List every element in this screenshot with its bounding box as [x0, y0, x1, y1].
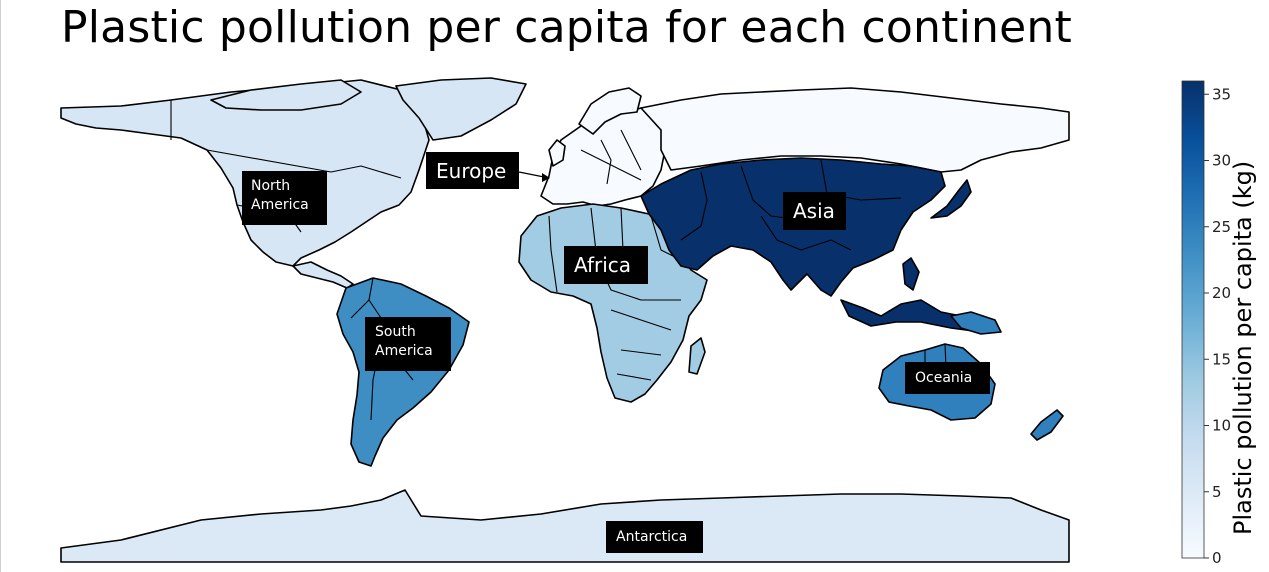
russia-shape[interactable] — [640, 87, 1070, 173]
colorbar-tick-label: 5 — [1212, 483, 1222, 501]
label-africa: Africa — [564, 246, 648, 284]
border-canada-usa — [170, 100, 402, 179]
colorbar-tick-label: 35 — [1212, 85, 1231, 103]
arctic-islands-shape[interactable] — [210, 79, 362, 111]
uk-shape[interactable] — [548, 139, 566, 167]
label-south-america: South America — [365, 317, 451, 371]
scandinavia-shape[interactable] — [578, 87, 642, 135]
border-africa-b — [610, 207, 682, 381]
colorbar-tick-label: 0 — [1212, 549, 1222, 567]
japan-shape[interactable] — [930, 179, 972, 219]
label-north-america: North America — [242, 171, 327, 225]
new-guinea-shape[interactable] — [950, 311, 1002, 335]
colorbar-tick-label: 30 — [1212, 152, 1231, 170]
colorbar-tick-label: 10 — [1212, 417, 1231, 435]
label-asia: Asia — [783, 192, 846, 230]
region-europe[interactable] — [540, 87, 1070, 207]
region-antarctica[interactable] — [60, 489, 1070, 563]
label-europe: Europe — [426, 152, 519, 189]
madagascar-shape[interactable] — [688, 337, 706, 375]
colorbar-title: Plastic pollution per capita (kg) — [1229, 160, 1257, 535]
colorbar-tick-label: 20 — [1212, 284, 1231, 302]
colorbar-tick-label: 25 — [1212, 218, 1231, 236]
colorbar-gradient — [1181, 80, 1205, 559]
label-antarctica: Antarctica — [606, 521, 703, 553]
label-oceania: Oceania — [905, 362, 990, 394]
greenland-shape[interactable] — [395, 77, 527, 141]
colorbar-tick-label: 15 — [1212, 350, 1231, 368]
colorbar-ticks: 0 5 10 15 20 25 30 35 — [1204, 85, 1231, 567]
chart-title: Plastic pollution per capita for each co… — [61, 2, 1072, 53]
border-europe — [580, 129, 642, 185]
border-africa-a — [548, 207, 681, 301]
antarctica-shape[interactable] — [60, 489, 1070, 563]
philippines-shape[interactable] — [902, 257, 920, 291]
new-zealand-shape[interactable] — [1030, 409, 1064, 441]
colorbar: 0 5 10 15 20 25 30 35 — [1181, 80, 1231, 567]
